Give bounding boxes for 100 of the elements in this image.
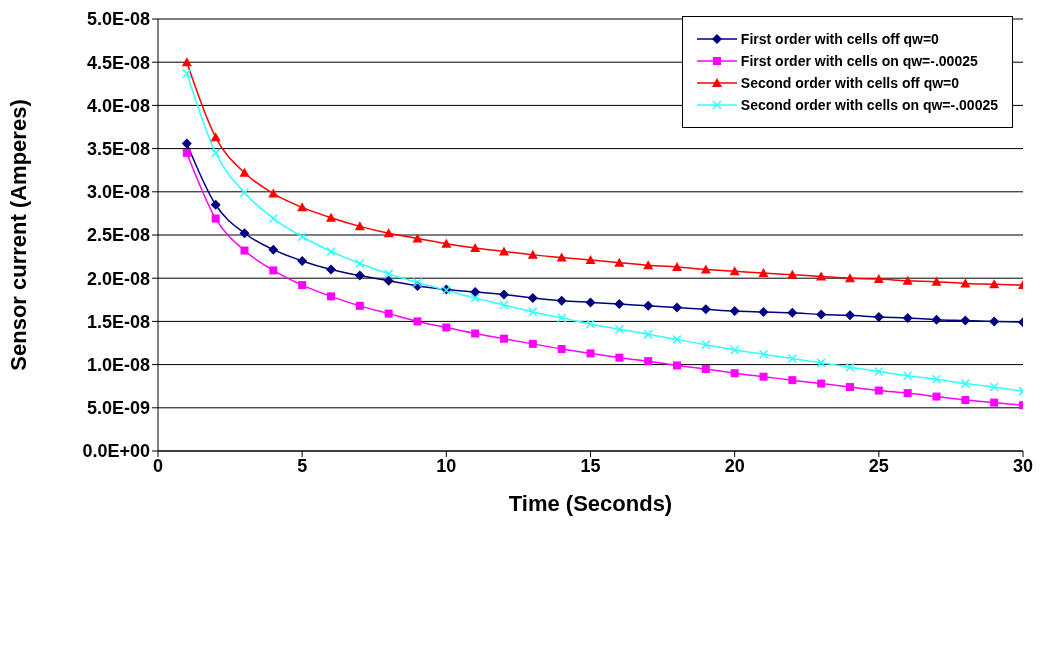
- legend-label: First order with cells on qw=-.00025: [740, 53, 978, 69]
- y-tick-label: 5.0E-09: [86, 398, 150, 419]
- point: [413, 317, 422, 326]
- point: [931, 276, 942, 286]
- legend-label: Second order with cells on qw=-.00025: [740, 97, 998, 113]
- point: [644, 357, 653, 366]
- point: [239, 228, 250, 239]
- point: [383, 269, 394, 279]
- y-axis-title: Sensor current (Amperes): [5, 99, 31, 371]
- point: [874, 386, 883, 395]
- point: [816, 271, 827, 281]
- x-tick-label: 15: [580, 455, 601, 476]
- point: [817, 379, 826, 388]
- x-tick-label: 0: [152, 455, 164, 476]
- point: [758, 349, 769, 359]
- point: [585, 297, 596, 308]
- point: [211, 214, 220, 223]
- point: [268, 213, 279, 224]
- y-tick-label: 4.5E-08: [86, 52, 150, 73]
- point: [903, 389, 912, 398]
- point: [354, 270, 365, 281]
- point: [181, 138, 192, 149]
- point: [210, 148, 221, 158]
- point: [873, 274, 884, 284]
- point: [961, 396, 970, 405]
- point: [787, 353, 798, 364]
- point: [239, 187, 250, 198]
- point: [297, 231, 307, 242]
- point: [298, 281, 307, 290]
- point: [673, 361, 681, 370]
- point: [700, 304, 711, 315]
- point: [729, 266, 740, 276]
- point: [384, 309, 393, 318]
- point: [672, 302, 682, 313]
- point: [730, 369, 739, 378]
- point: [989, 279, 1000, 289]
- point: [268, 188, 279, 198]
- point: [500, 334, 508, 343]
- point: [412, 233, 423, 243]
- point: [643, 300, 654, 311]
- point: [326, 212, 336, 222]
- point: [355, 258, 365, 269]
- point: [787, 269, 798, 279]
- point: [729, 306, 740, 317]
- x-tick-label: 25: [868, 455, 889, 476]
- point: [327, 292, 335, 301]
- point: [989, 382, 999, 392]
- point: [960, 278, 971, 288]
- point: [471, 329, 480, 338]
- point: [902, 275, 913, 285]
- point: [931, 374, 942, 385]
- point: [874, 366, 884, 377]
- x-axis-title: Time (Seconds): [508, 491, 673, 516]
- point: [586, 349, 595, 358]
- point: [470, 293, 480, 303]
- point: [182, 68, 192, 79]
- x-tick-label: 10: [436, 455, 457, 476]
- point: [527, 293, 538, 304]
- point: [700, 264, 711, 274]
- point: [470, 242, 481, 252]
- point: [614, 257, 625, 267]
- x-tick-label: 20: [724, 455, 745, 476]
- point: [442, 323, 451, 332]
- point: [816, 309, 827, 320]
- point: [960, 315, 971, 326]
- legend-label: Second order with cells off qw=0: [740, 75, 960, 91]
- point: [672, 261, 682, 271]
- point: [902, 312, 913, 323]
- point: [441, 238, 452, 248]
- point: [297, 202, 308, 212]
- point: [990, 398, 999, 407]
- y-tick-label: 3.0E-08: [86, 182, 150, 203]
- point: [787, 307, 798, 318]
- point: [527, 249, 538, 259]
- point: [354, 221, 365, 231]
- y-tick-label: 1.0E-08: [86, 354, 150, 375]
- point: [556, 295, 567, 306]
- point: [528, 307, 538, 317]
- y-tick-label: 4.0E-08: [86, 95, 150, 116]
- point: [845, 310, 855, 321]
- point: [932, 392, 941, 401]
- point: [759, 372, 768, 381]
- point: [297, 255, 308, 266]
- y-tick-label: 2.5E-08: [86, 225, 150, 246]
- point: [701, 339, 711, 350]
- y-tick-label: 5.0E-08: [86, 9, 150, 30]
- point: [355, 301, 364, 310]
- y-tick-label: 2.0E-08: [86, 268, 150, 289]
- point: [729, 345, 740, 355]
- point: [643, 260, 654, 270]
- point: [758, 268, 769, 278]
- point: [326, 264, 336, 275]
- point: [788, 376, 797, 385]
- point: [268, 244, 279, 255]
- point: [556, 313, 567, 323]
- point: [643, 329, 653, 340]
- point: [182, 148, 191, 157]
- y-tick-label: 1.5E-08: [86, 311, 150, 332]
- legend-label: First order with cells off qw=0: [740, 31, 939, 47]
- point: [528, 339, 537, 348]
